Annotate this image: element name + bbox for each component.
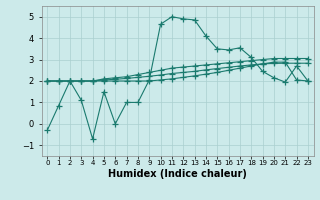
X-axis label: Humidex (Indice chaleur): Humidex (Indice chaleur): [108, 169, 247, 179]
